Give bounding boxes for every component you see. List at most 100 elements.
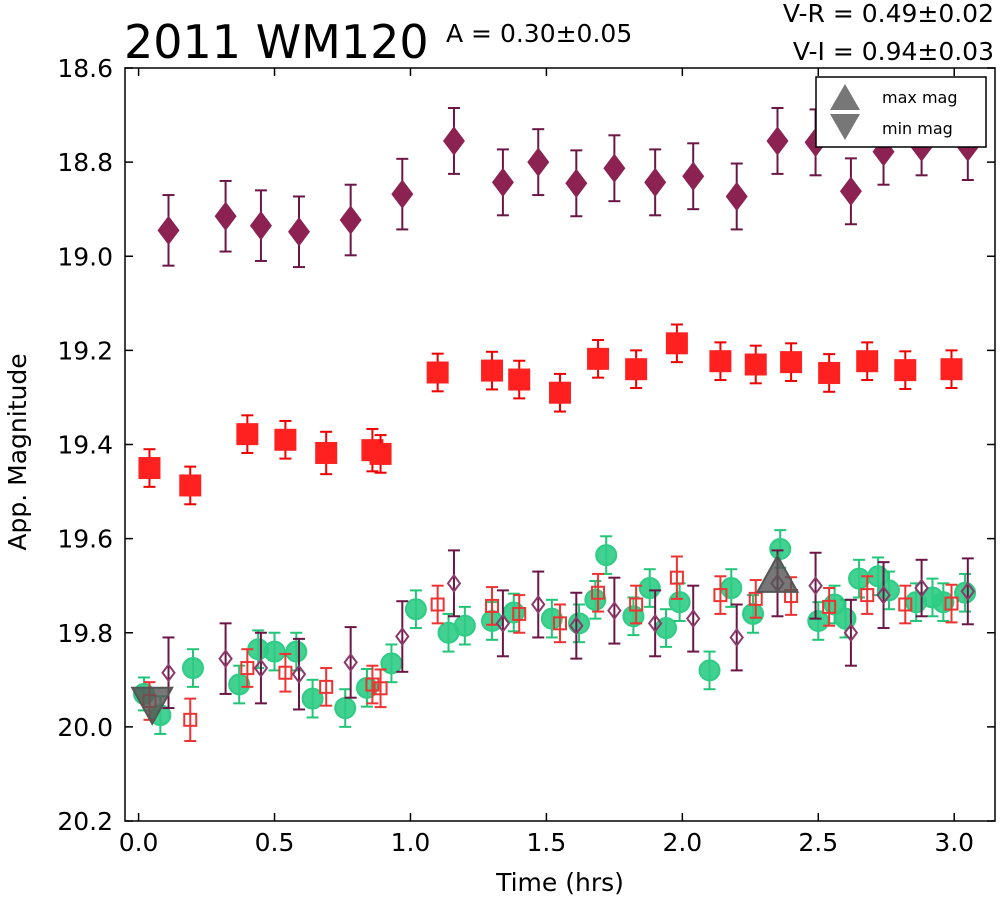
data-point-square-open [898,597,913,612]
y-tick-label: 20.0 [57,713,113,742]
data-point-circle [181,657,204,680]
data-point-diamond-open [876,585,891,605]
data-point-diamond-open [914,578,929,598]
data-point-circle [285,640,308,663]
legend-max-mag-marker [830,84,860,110]
data-point-diamond [214,201,237,231]
data-point-circle [595,544,618,567]
data-point-diamond-open [960,581,976,602]
data-point-diamond-open [343,652,358,673]
x-tick-label: 0.0 [119,828,159,857]
data-point-circle [638,577,661,600]
y-axis-label: App. Magnitude [3,353,32,550]
data-point-circle [742,602,765,625]
data-point-square-open [553,616,567,631]
data-point-square [236,423,259,446]
data-point-diamond-open [495,613,511,634]
data-point-circle [263,640,286,663]
y-tick-label: 19.0 [57,242,113,271]
data-point-diamond [644,167,667,198]
data-point-square-open [240,661,255,676]
v-r-color-annotation: V-R = 0.49±0.02 [783,0,994,28]
data-point-square [780,351,803,374]
x-axis: 0.0 0.5 1.0 1.5 2.0 2.5 3.0 [119,68,974,857]
data-point-diamond-open [291,664,307,684]
data-point-square-open [319,679,334,694]
data-point-square [894,359,917,382]
y-tick-label: 19.2 [57,336,113,365]
data-point-diamond [491,167,514,198]
y-tick-label: 19.6 [57,525,113,554]
data-point-square-open [944,596,959,611]
data-point-square [856,350,879,373]
data-point-diamond [725,181,748,212]
legend: max mag min mag [815,76,987,148]
data-point-square-open [860,588,875,603]
data-point-square [587,347,610,370]
data-point-diamond-open [218,648,233,669]
data-point-square-open [373,681,388,696]
data-point-square-open [278,665,293,680]
data-point-diamond-open [607,600,622,621]
data-point-diamond [839,176,862,206]
data-point-diamond [527,147,550,177]
data-point-diamond-open [843,623,859,643]
data-point-square [138,457,161,480]
chart-title: 2011 WM120 [124,15,429,69]
data-point-diamond [339,205,362,235]
data-point-square-open [430,597,445,612]
data-point-square [369,442,392,465]
data-point-circle [228,673,251,696]
data-point-square [709,350,732,373]
data-point-circle [404,598,427,621]
data-point-square-open [713,588,728,603]
x-tick-label: 3.0 [934,828,974,857]
x-tick-label: 0.5 [255,828,295,857]
data-point-square [549,381,571,404]
data-point-diamond [391,179,414,209]
data-point-square [818,361,841,384]
data-point-diamond [288,217,310,247]
data-point-diamond-open [253,658,269,678]
data-point-diamond-open [685,608,701,629]
data-point-circle [301,687,324,710]
legend-min-mag-marker [830,114,860,140]
data-point-circle [668,591,691,614]
data-point-square [625,358,648,381]
data-point-diamond [682,161,705,191]
data-point-diamond-open [531,594,546,615]
x-axis-label: Time (hrs) [495,868,624,897]
data-point-square [426,361,449,384]
data-point-square-open [183,712,198,727]
data-point-square-open [822,599,837,614]
data-point-diamond-open [647,613,663,634]
legend-max-mag-label: max mag [882,88,958,107]
max-mag-marker [755,553,800,593]
data-point-diamond [603,153,626,183]
data-point-diamond-open [808,576,823,596]
amplitude-annotation: A = 0.30±0.05 [446,19,632,48]
y-tick-label: 18.8 [57,148,113,177]
data-marks [130,107,979,742]
x-tick-label: 1.5 [527,828,567,857]
data-point-circle [848,567,871,590]
y-tick-label: 19.4 [57,431,113,460]
data-point-circle [807,609,830,632]
data-point-square-open [669,570,684,585]
data-point-circle [334,697,357,720]
data-point-diamond-open [569,616,584,636]
data-point-diamond [565,168,588,198]
x-tick-label: 2.5 [798,828,838,857]
x-tick-label: 2.0 [662,828,702,857]
data-point-circle [568,612,591,635]
data-point-square-open [748,591,763,606]
data-point-diamond [442,126,465,156]
data-point-diamond-open [395,626,410,647]
y-tick-label: 18.6 [57,54,113,83]
data-point-diamond-open [161,663,176,683]
data-point-circle [720,577,743,600]
data-point-circle [698,659,721,682]
data-point-square [744,353,767,376]
data-point-diamond-open [446,573,462,594]
